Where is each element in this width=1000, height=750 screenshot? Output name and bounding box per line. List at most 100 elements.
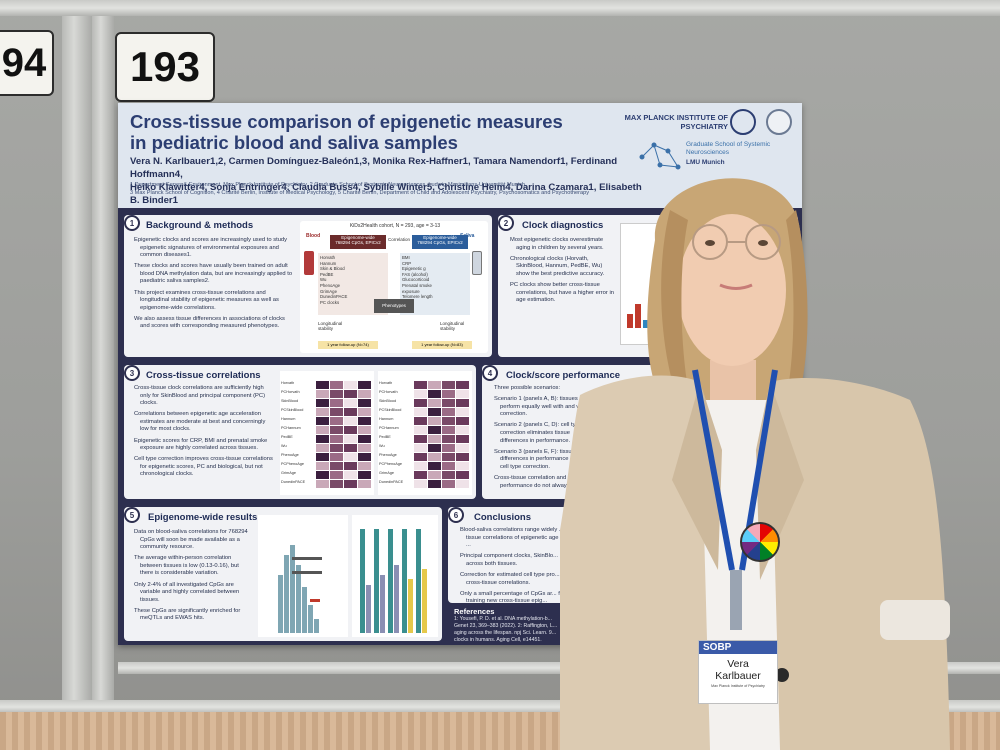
heatmap-cell [414, 435, 427, 443]
heatmap-cell [330, 417, 343, 425]
heatmap-cell [358, 381, 371, 389]
heatmap-cell [428, 381, 441, 389]
section-epigenome-wide-results: Epigenome-wide results Data on blood-sal… [124, 507, 442, 641]
heatmap-cell [428, 417, 441, 425]
heatmap-cell [414, 471, 427, 479]
heatmap-cell [344, 471, 357, 479]
chart-bar [627, 314, 633, 328]
section-bullets: Cross-tissue clock correlations are suff… [134, 385, 273, 478]
heatmap-cell [414, 444, 427, 452]
badge-org: SOBP [699, 641, 777, 654]
heatmap-cell [358, 399, 371, 407]
section-background-methods: Background & methods Epigenetic clocks a… [124, 215, 492, 357]
heatmap-cell [456, 417, 469, 425]
references-block: References 1: Yousefi, P. D. et al. DNA … [454, 607, 594, 644]
mpi-logo-icon [730, 109, 756, 135]
heatmap-cell [428, 480, 441, 488]
heatmap-cell [358, 426, 371, 434]
heatmap-cell [316, 417, 329, 425]
heatmap-cell [428, 444, 441, 452]
chart-bar [635, 304, 641, 328]
heatmap-cell [358, 471, 371, 479]
presenter-person: SOBP Vera Karlbauer Max Planck Institute… [560, 150, 960, 750]
heatmap-cell [456, 471, 469, 479]
heatmap-cell [344, 480, 357, 488]
heatmap-cell [414, 462, 427, 470]
heatmap-cell [428, 462, 441, 470]
heatmap-cell [456, 390, 469, 398]
heatmap-cell [358, 435, 371, 443]
followup-left: 1 year follow-up (N=74) [318, 341, 378, 349]
name-badge: SOBP Vera Karlbauer Max Planck Institute… [698, 640, 778, 704]
section-bullets: Most epigenetic clocks overestimate agin… [510, 237, 614, 304]
correlation-heatmap-scores: Horvath PCHorvath SkinBlood PCSkinBlood Hann… [378, 371, 472, 495]
minerva-logo-icon [766, 109, 792, 135]
heatmap-cell [330, 444, 343, 452]
section-bullets: Data on blood-saliva correlations for 76… [134, 529, 248, 622]
heatmap-cell [456, 435, 469, 443]
heatmap-cell [414, 408, 427, 416]
heatmap-row-label: PCSkinBlood [379, 408, 402, 412]
chart-bar [643, 320, 649, 328]
partition-post-inner [92, 0, 114, 712]
correlation-label: Correlation [388, 237, 411, 242]
heatmap-cell [456, 426, 469, 434]
section-bullets: Blood-saliva correlations range widely .… [460, 527, 570, 603]
histogram-figure [258, 515, 348, 637]
heatmap-cell [358, 462, 371, 470]
scientific-poster: Cross-tissue comparison of epigenetic me… [118, 103, 802, 645]
heatmap-cell [414, 417, 427, 425]
heatmap-cell [358, 453, 371, 461]
heatmap-row-label: GrimAge [281, 471, 296, 475]
heatmap-cell [442, 426, 455, 434]
heatmap-cell [344, 444, 357, 452]
heatmap-cell [344, 435, 357, 443]
section-title: Clock/score performance [506, 370, 621, 381]
heatmap-cell [330, 462, 343, 470]
section-title: Epigenome-wide results [148, 512, 258, 523]
heatmap-cell [316, 462, 329, 470]
section-title: Cross-tissue correlations [146, 370, 261, 381]
section-bullets: Epigenetic clocks and scores are increas… [134, 237, 293, 330]
heatmap-cell [316, 453, 329, 461]
section-number-1: 1 [124, 215, 140, 231]
partition-top-beam [0, 0, 1000, 16]
heatmap-cell [316, 390, 329, 398]
heatmap-row-label: PedBE [379, 435, 391, 439]
heatmap-cell [344, 453, 357, 461]
heatmap-cell [330, 480, 343, 488]
pride-pin-icon [740, 522, 780, 562]
heatmap-cell [414, 480, 427, 488]
heatmap-cell [316, 399, 329, 407]
heatmap-cell [442, 399, 455, 407]
heatmap-cell [344, 426, 357, 434]
heatmap-cell [442, 408, 455, 416]
histogram-svg [278, 545, 322, 633]
poster-title: Cross-tissue comparison of epigenetic me… [130, 111, 563, 153]
heatmap-cell [316, 435, 329, 443]
heatmap-row-label: Hannum [379, 417, 394, 421]
heatmap-cell [428, 435, 441, 443]
heatmap-row-label: Horvath [281, 381, 295, 385]
section-bullets: Three possible scenarios: Scenario 1 (pa… [494, 385, 596, 489]
heatmap-row-label: PCHorvath [379, 390, 398, 394]
heatmap-cell [414, 453, 427, 461]
heatmap-row-label: SkinBlood [379, 399, 397, 403]
heatmap-cell [428, 453, 441, 461]
heatmap-cell [316, 444, 329, 452]
references-list: 1: Yousefi, P. D. et al. DNA methylation… [454, 616, 558, 643]
heatmap-row-label: PCPhenoAge [281, 462, 305, 466]
heatmap-cell [358, 408, 371, 416]
blood-tube-icon [304, 251, 314, 275]
section-cross-tissue-correlations: Cross-tissue correlations Cross-tissue c… [124, 365, 476, 499]
heatmap-cell [330, 381, 343, 389]
heatmap-cell [428, 390, 441, 398]
heatmap-cell [414, 390, 427, 398]
heatmap-cell [358, 480, 371, 488]
heatmap-cell [428, 399, 441, 407]
heatmap-row-label: DunedinPACE [379, 480, 404, 484]
poster-header: Cross-tissue comparison of epigenetic me… [118, 103, 802, 208]
badge-first-name: Vera [727, 658, 749, 670]
section-number-4: 4 [482, 365, 498, 381]
heatmap-cell [344, 417, 357, 425]
